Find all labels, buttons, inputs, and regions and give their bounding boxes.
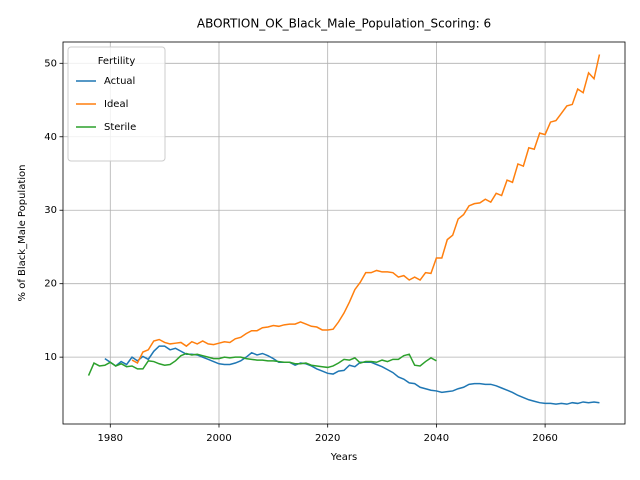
y-axis-label: % of Black_Male Population xyxy=(17,165,28,302)
y-tick-label: 30 xyxy=(44,205,57,216)
legend-label: Ideal xyxy=(104,99,128,110)
legend-label: Sterile xyxy=(104,122,136,133)
x-tick-label: 2040 xyxy=(424,433,449,444)
x-tick-label: 2000 xyxy=(206,433,231,444)
x-axis-label: Years xyxy=(330,452,357,463)
y-tick-label: 10 xyxy=(44,352,57,363)
x-tick-label: 2060 xyxy=(532,433,557,444)
legend-box xyxy=(67,46,166,162)
axes-frame xyxy=(62,41,626,425)
data-line xyxy=(104,345,600,405)
x-tick-label: 1980 xyxy=(98,433,123,444)
data-line xyxy=(87,352,437,376)
legend: Fertility Actual Ideal Sterile xyxy=(67,46,166,162)
chart-title: ABORTION_OK_Black_Male_Population_Scorin… xyxy=(197,17,491,31)
y-tick-label: 40 xyxy=(44,132,57,143)
legend-title: Fertility xyxy=(98,56,136,67)
legend-label: Actual xyxy=(104,76,135,87)
y-tick-label: 20 xyxy=(44,279,57,290)
x-tick-label: 2020 xyxy=(315,433,340,444)
data-line xyxy=(131,54,601,365)
y-tick-label: 50 xyxy=(44,58,57,69)
